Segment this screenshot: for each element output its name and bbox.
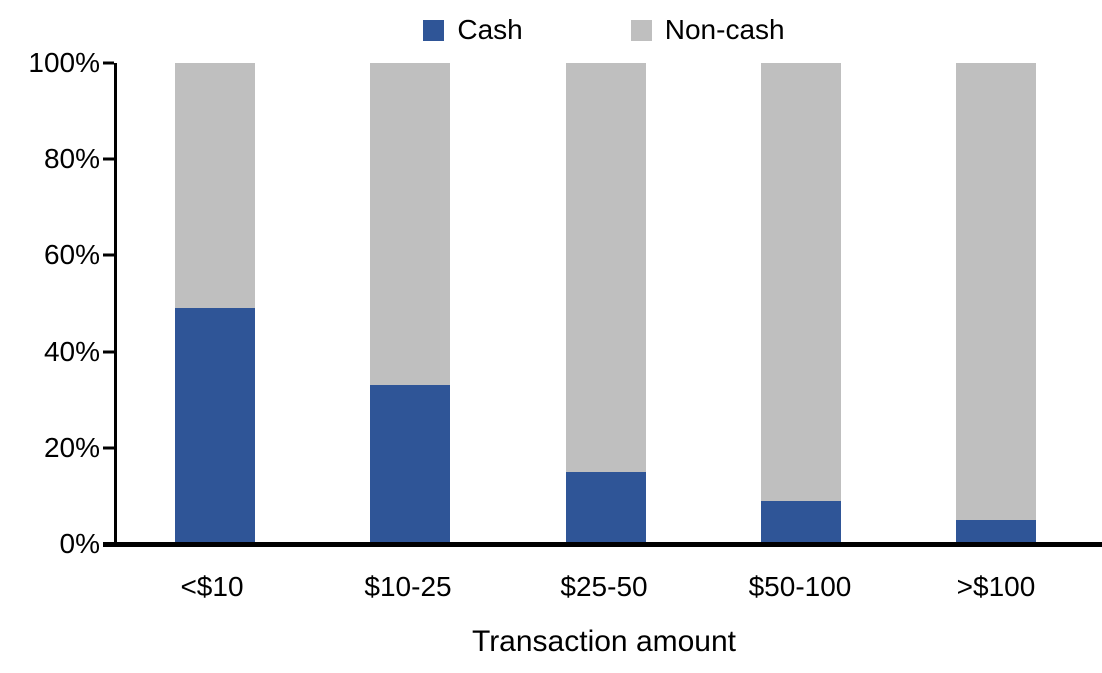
legend-label: Cash <box>457 14 523 45</box>
y-axis-tick-label: 40% <box>43 335 100 367</box>
legend-swatch-icon <box>423 19 445 41</box>
y-axis-tick-label: 80% <box>43 143 100 175</box>
bar-segment-non-cash <box>370 63 451 386</box>
bar-segment-cash <box>956 519 1037 544</box>
y-axis-tick <box>103 157 114 161</box>
legend-label: Non-cash <box>664 14 785 45</box>
y-axis-tick <box>103 350 114 354</box>
stacked-bar <box>956 63 1037 544</box>
category-column-50-100 <box>703 63 898 544</box>
stacked-bar <box>565 63 646 544</box>
y-axis-tick-label: 0% <box>59 528 100 559</box>
y-axis-tick-label: 20% <box>43 431 100 463</box>
bar-segment-non-cash <box>760 63 841 501</box>
bars-container <box>117 63 1094 544</box>
x-axis-title: Transaction amount <box>471 625 737 658</box>
plot-area: 0% 20% 40% 60% 80% 100% <box>28 47 1094 559</box>
x-axis-category-label: >$100 <box>956 571 1036 602</box>
bar-segment-non-cash <box>174 63 255 309</box>
stacked-bar <box>760 63 841 544</box>
category-column-100 <box>899 63 1094 544</box>
category-column-10 <box>117 63 312 544</box>
legend-item-non-cash: Non-cash <box>630 14 785 46</box>
bar-segment-cash <box>174 308 255 544</box>
stacked-bar <box>174 63 255 544</box>
y-axis-tick <box>103 446 114 450</box>
category-column-25-50 <box>508 63 703 544</box>
y-axis-tick <box>103 253 114 257</box>
bar-segment-non-cash <box>956 63 1037 520</box>
y-axis-tick-label: 100% <box>28 47 100 78</box>
legend-item-cash: Cash <box>423 14 523 46</box>
chart-legend: Cash Non-cash <box>114 14 1094 46</box>
y-axis-tick <box>103 61 114 65</box>
bar-segment-cash <box>565 471 646 544</box>
x-axis-category-label: $50-100 <box>748 571 852 602</box>
category-column-10-25 <box>312 63 507 544</box>
bar-segment-cash <box>760 500 841 544</box>
bar-segment-non-cash <box>565 63 646 472</box>
y-axis-tick-label: 60% <box>43 239 100 271</box>
x-axis-category-label: $10-25 <box>364 571 452 602</box>
x-axis-line <box>103 542 1102 547</box>
stacked-bar <box>370 63 451 544</box>
legend-swatch-icon <box>630 19 652 41</box>
x-axis-category-label: $25-50 <box>560 571 648 602</box>
x-axis-labels: <$10 $10-25 $25-50 $50-100 >$100 <box>114 571 1094 603</box>
bar-segment-cash <box>370 385 451 544</box>
x-axis-category-label: <$10 <box>180 571 244 602</box>
